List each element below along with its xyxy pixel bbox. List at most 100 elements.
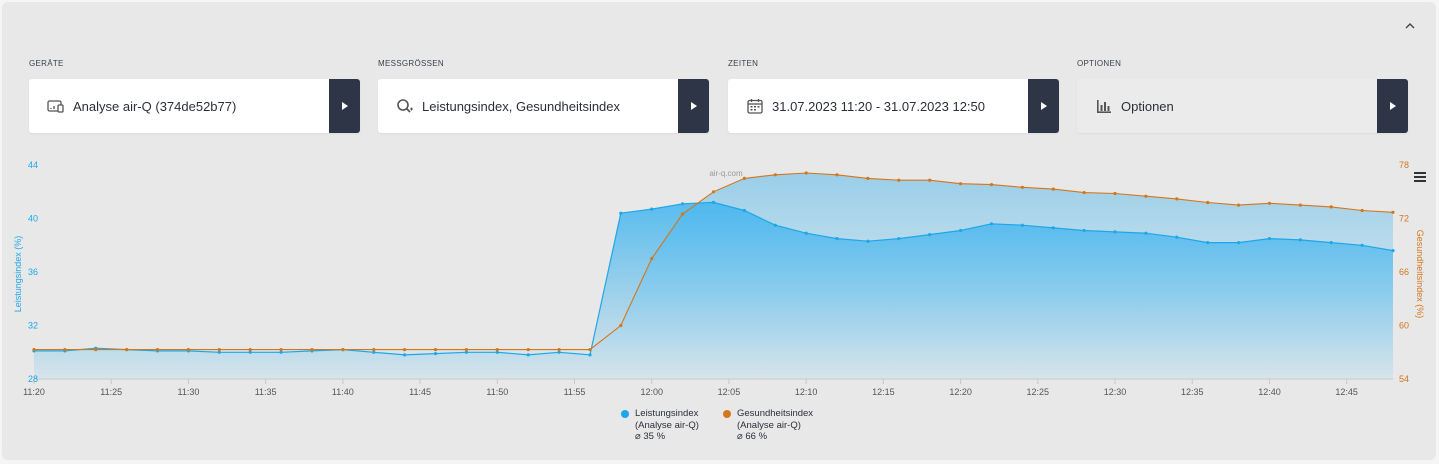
data-point[interactable] — [1237, 241, 1241, 245]
data-point[interactable] — [742, 208, 747, 213]
data-point[interactable] — [279, 348, 283, 352]
data-point[interactable] — [1144, 231, 1148, 235]
data-point[interactable] — [217, 348, 221, 352]
data-point[interactable] — [310, 348, 314, 352]
data-point[interactable] — [866, 176, 870, 180]
data-point[interactable] — [1051, 187, 1055, 191]
data-point[interactable] — [433, 352, 438, 356]
data-point[interactable] — [1113, 191, 1117, 196]
caret-right-icon — [690, 102, 697, 110]
data-point[interactable] — [681, 202, 685, 206]
data-point[interactable] — [217, 350, 221, 354]
data-point[interactable] — [959, 228, 963, 233]
data-point[interactable] — [557, 348, 561, 352]
data-point[interactable] — [989, 183, 994, 187]
data-point[interactable] — [773, 223, 777, 227]
data-point[interactable] — [650, 207, 654, 211]
data-point[interactable] — [835, 237, 839, 241]
data-point[interactable] — [1051, 226, 1055, 230]
data-point[interactable] — [1175, 197, 1179, 201]
data-point[interactable] — [248, 350, 252, 354]
times-open-button[interactable] — [1028, 79, 1059, 133]
data-point[interactable] — [403, 353, 407, 357]
data-point[interactable] — [1206, 200, 1210, 205]
devices-selector[interactable]: Analyse air-Q (374de52b77) — [29, 79, 360, 133]
data-point[interactable] — [959, 182, 963, 186]
data-point[interactable] — [1020, 223, 1024, 227]
devices-open-button[interactable] — [329, 79, 360, 133]
data-point[interactable] — [1298, 203, 1302, 207]
data-point[interactable] — [989, 222, 994, 226]
data-point[interactable] — [341, 348, 345, 352]
data-point[interactable] — [1329, 205, 1333, 209]
data-point[interactable] — [372, 350, 376, 354]
data-point[interactable] — [1391, 210, 1395, 214]
times-selector[interactable]: 31.07.2023 11:20 - 31.07.2023 12:50 — [728, 79, 1059, 133]
chart-menu-button[interactable] — [1410, 168, 1430, 186]
data-point[interactable] — [1360, 243, 1364, 247]
data-point[interactable] — [1144, 194, 1148, 198]
data-point[interactable] — [588, 348, 592, 352]
data-point[interactable] — [619, 211, 623, 215]
data-point[interactable] — [495, 350, 499, 354]
data-point[interactable] — [526, 348, 530, 352]
data-point[interactable] — [1175, 235, 1179, 239]
data-point[interactable] — [1329, 241, 1333, 245]
data-point[interactable] — [897, 237, 901, 241]
data-point[interactable] — [742, 176, 747, 180]
options-selector[interactable]: Optionen — [1077, 79, 1408, 133]
series-area — [34, 202, 1393, 379]
data-point[interactable] — [1082, 191, 1086, 195]
data-point[interactable] — [155, 348, 160, 352]
data-point[interactable] — [619, 323, 623, 328]
data-point[interactable] — [372, 348, 376, 352]
data-point[interactable] — [1267, 237, 1272, 241]
legend-item-gesundheitsindex[interactable]: Gesundheitsindex (Analyse air-Q) ⌀ 66 % — [723, 408, 819, 443]
data-point[interactable] — [464, 348, 468, 352]
data-point[interactable] — [125, 348, 129, 352]
data-point[interactable] — [1082, 228, 1086, 233]
data-point[interactable] — [1298, 238, 1302, 242]
data-point[interactable] — [32, 348, 36, 352]
data-point[interactable] — [557, 350, 561, 354]
data-point[interactable] — [835, 173, 839, 177]
data-point[interactable] — [681, 212, 685, 216]
data-point[interactable] — [464, 350, 468, 354]
data-point[interactable] — [804, 171, 808, 175]
data-point[interactable] — [94, 348, 98, 352]
measurements-open-button[interactable] — [678, 79, 709, 133]
data-point[interactable] — [650, 257, 654, 261]
data-point[interactable] — [1113, 230, 1117, 234]
data-point[interactable] — [186, 348, 190, 352]
data-point[interactable] — [1391, 249, 1395, 253]
data-point[interactable] — [1267, 201, 1272, 205]
data-point[interactable] — [1360, 208, 1364, 213]
data-point[interactable] — [495, 348, 499, 352]
options-open-button[interactable] — [1377, 79, 1408, 133]
data-point[interactable] — [63, 348, 67, 352]
data-point[interactable] — [928, 178, 932, 182]
data-point[interactable] — [866, 239, 870, 243]
data-point[interactable] — [773, 173, 777, 177]
data-point[interactable] — [1237, 203, 1241, 207]
y-left-tick-label: 28 — [28, 374, 38, 384]
data-point[interactable] — [711, 200, 716, 204]
data-point[interactable] — [1020, 185, 1024, 189]
data-point[interactable] — [1206, 241, 1210, 245]
data-point[interactable] — [897, 178, 901, 182]
x-tick-label: 12:20 — [949, 387, 972, 397]
data-point[interactable] — [433, 348, 438, 352]
data-point[interactable] — [403, 348, 407, 352]
data-point[interactable] — [928, 233, 932, 237]
legend-item-leistungsindex[interactable]: Leistungsindex (Analyse air-Q) ⌀ 35 % — [621, 408, 705, 443]
y-left-tick-label: 40 — [28, 214, 38, 224]
data-point[interactable] — [526, 353, 530, 357]
data-point[interactable] — [248, 348, 252, 352]
data-point[interactable] — [279, 350, 283, 354]
data-point[interactable] — [804, 231, 808, 235]
data-point[interactable] — [711, 190, 716, 194]
x-tick-label: 11:45 — [409, 387, 431, 397]
data-point[interactable] — [588, 353, 592, 357]
measurements-selector[interactable]: Leistungsindex, Gesundheitsindex — [378, 79, 709, 133]
collapse-button[interactable] — [1400, 16, 1420, 36]
